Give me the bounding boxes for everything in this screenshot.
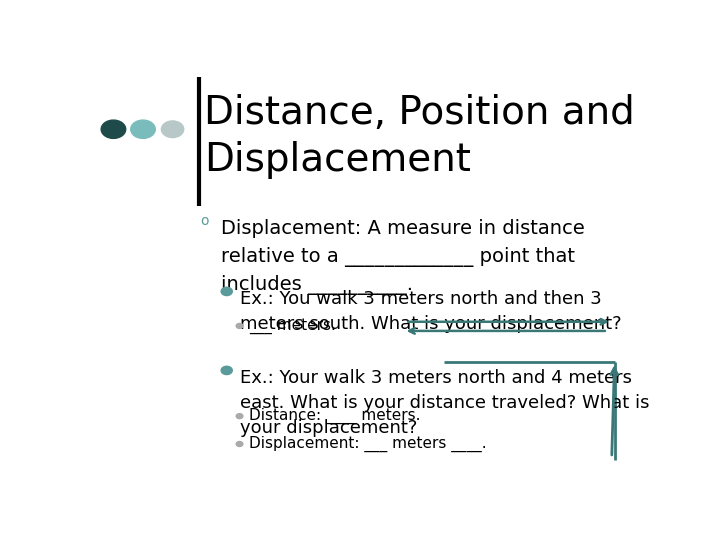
Text: Displacement: ___ meters ____.: Displacement: ___ meters ____. [249, 436, 487, 452]
Text: Displacement: A measure in distance
relative to a _____________ point that
inclu: Displacement: A measure in distance rela… [221, 219, 585, 295]
Text: Ex.: You walk 3 meters north and then 3
meters south. What is your displacement?: Ex.: You walk 3 meters north and then 3 … [240, 290, 621, 333]
Circle shape [236, 323, 243, 328]
Text: Distance: ____ meters.: Distance: ____ meters. [249, 408, 420, 424]
Circle shape [236, 414, 243, 418]
Circle shape [131, 120, 156, 138]
Circle shape [161, 121, 184, 138]
Circle shape [101, 120, 126, 138]
Text: Distance, Position and
Displacement: Distance, Position and Displacement [204, 94, 635, 179]
Text: o: o [200, 214, 209, 228]
Circle shape [236, 442, 243, 447]
Circle shape [221, 287, 233, 295]
Circle shape [221, 366, 233, 375]
Text: Ex.: Your walk 3 meters north and 4 meters
east. What is your distance traveled?: Ex.: Your walk 3 meters north and 4 mete… [240, 369, 649, 437]
Text: ___ meters.: ___ meters. [249, 318, 336, 334]
